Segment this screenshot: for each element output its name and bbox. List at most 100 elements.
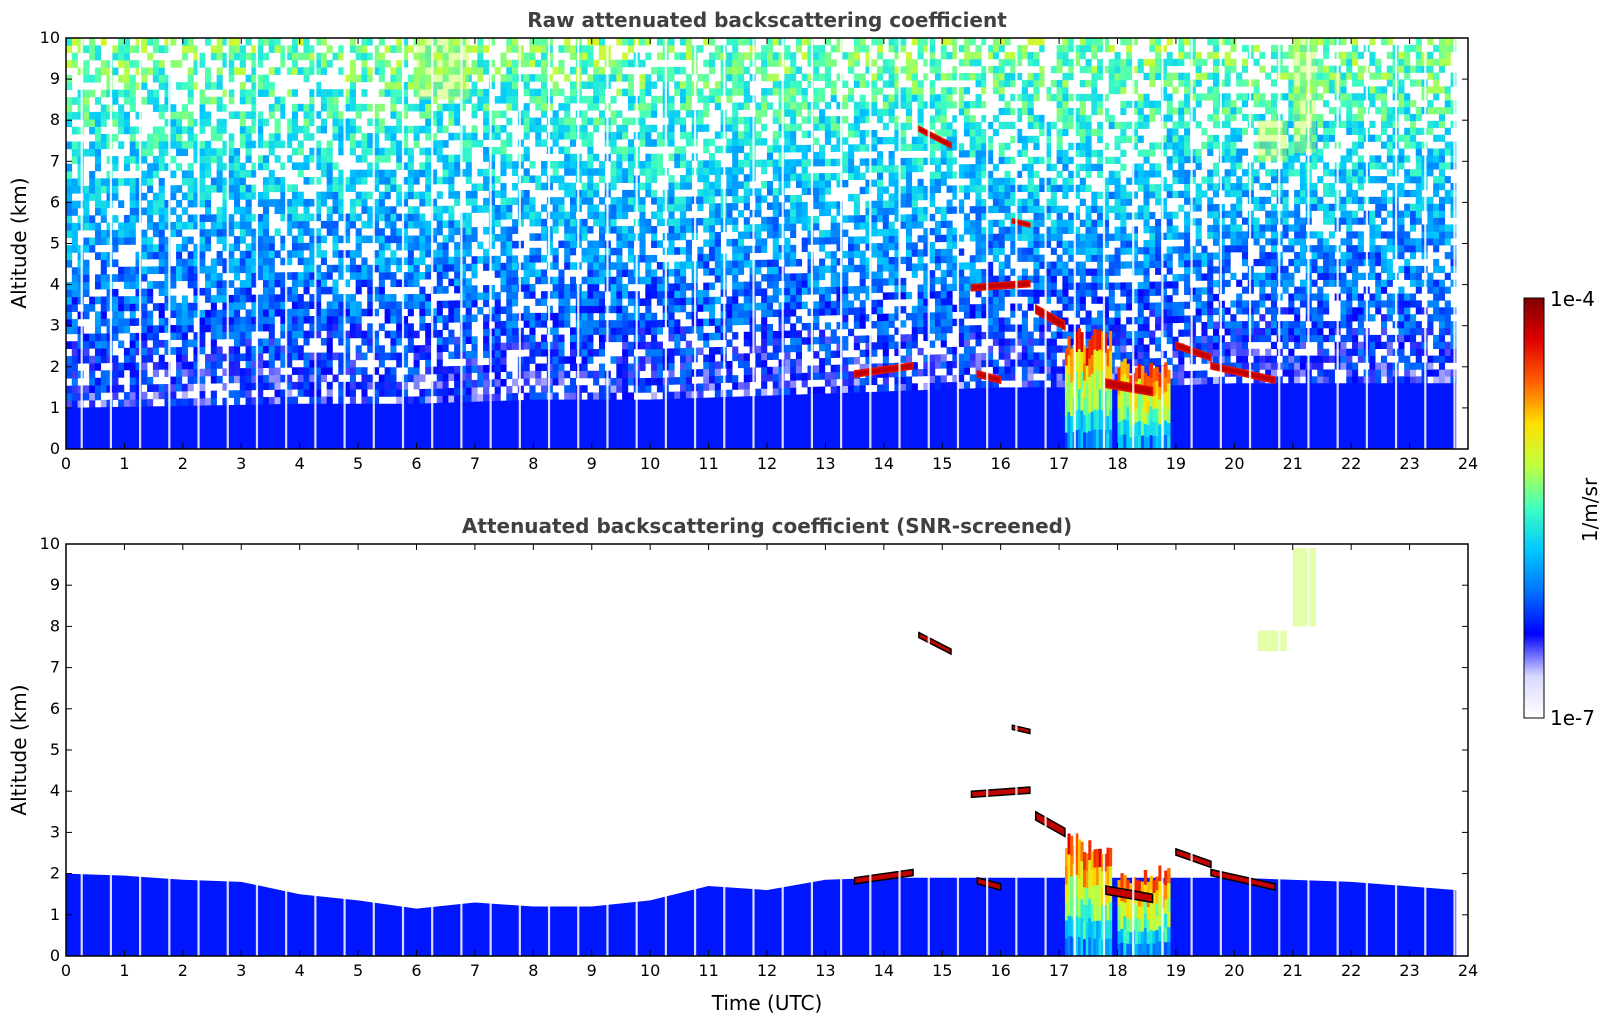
noise-cell bbox=[714, 131, 721, 139]
noise-cell bbox=[471, 256, 478, 264]
noise-cell bbox=[274, 206, 281, 215]
noise-cell bbox=[66, 45, 73, 54]
noise-cell bbox=[338, 213, 345, 222]
noise-cell bbox=[413, 52, 420, 61]
noise-cell bbox=[645, 103, 652, 111]
noise-cell bbox=[291, 59, 299, 68]
noise-cell bbox=[737, 382, 745, 390]
noise-cell bbox=[836, 272, 843, 280]
noise-cell bbox=[89, 215, 96, 224]
noise-cell bbox=[268, 177, 275, 185]
noise-cell bbox=[900, 143, 907, 152]
noise-cell bbox=[129, 377, 136, 385]
noise-cell bbox=[413, 235, 420, 244]
noise-cell bbox=[848, 194, 855, 202]
noise-cell bbox=[645, 132, 652, 140]
noise-cell bbox=[436, 359, 443, 367]
noise-cell bbox=[384, 133, 391, 141]
noise-cell bbox=[506, 255, 513, 264]
noise-cell bbox=[205, 170, 212, 178]
noise-cell bbox=[257, 375, 264, 383]
noise-cell bbox=[176, 302, 183, 311]
noise-cell bbox=[89, 178, 96, 187]
noise-cell bbox=[112, 156, 119, 164]
noise-cell bbox=[112, 288, 119, 297]
noise-cell bbox=[784, 109, 791, 117]
noise-cell bbox=[813, 223, 820, 231]
noise-cell bbox=[112, 318, 119, 327]
noise-cell bbox=[164, 369, 171, 377]
panel-title: Raw attenuated backscattering coefficien… bbox=[527, 8, 1007, 32]
noise-cell bbox=[587, 204, 594, 212]
noise-cell bbox=[830, 116, 837, 124]
noise-cell bbox=[598, 168, 606, 176]
noise-cell bbox=[129, 369, 136, 378]
noise-cell bbox=[268, 257, 275, 266]
noise-cell bbox=[784, 95, 791, 103]
noise-cell bbox=[419, 396, 426, 404]
noise-cell bbox=[737, 281, 745, 290]
noise-cell bbox=[651, 160, 658, 169]
noise-cell bbox=[564, 160, 571, 169]
noise-cell bbox=[900, 320, 907, 328]
noise-cell bbox=[367, 38, 374, 46]
noise-cell bbox=[488, 168, 495, 177]
noise-cell bbox=[361, 396, 368, 405]
noise-cell bbox=[205, 265, 212, 274]
noise-cell bbox=[210, 258, 217, 267]
noise-cell bbox=[651, 153, 658, 162]
noise-cell bbox=[732, 281, 739, 290]
noise-cell bbox=[743, 245, 750, 254]
noise-cell bbox=[500, 306, 507, 314]
noise-cell bbox=[685, 326, 692, 334]
noise-cell bbox=[616, 363, 623, 372]
noise-cell bbox=[651, 356, 658, 364]
noise-cell bbox=[483, 183, 490, 191]
noise-cell bbox=[257, 272, 264, 281]
noise-cell bbox=[158, 214, 165, 223]
noise-cell bbox=[772, 309, 779, 317]
noise-cell bbox=[436, 103, 443, 112]
noise-cell bbox=[152, 141, 159, 149]
noise-cell bbox=[83, 289, 90, 297]
noise-cell bbox=[668, 45, 675, 53]
noise-cell bbox=[158, 325, 165, 333]
noise-cell bbox=[917, 326, 924, 335]
noise-cell bbox=[378, 213, 385, 222]
noise-cell bbox=[726, 361, 733, 369]
noise-cell bbox=[147, 89, 154, 98]
noise-cell bbox=[905, 52, 913, 60]
noise-cell bbox=[216, 287, 223, 296]
noise-cell bbox=[251, 375, 258, 383]
noise-cell bbox=[118, 237, 125, 245]
noise-cell bbox=[355, 308, 362, 317]
noise-cell bbox=[326, 96, 333, 105]
noise-cell bbox=[268, 147, 275, 156]
noise-cell bbox=[66, 341, 73, 349]
noise-cell bbox=[315, 235, 322, 244]
noise-cell bbox=[425, 111, 432, 119]
noise-cell bbox=[888, 278, 895, 286]
noise-cell bbox=[598, 327, 606, 335]
noise-cell bbox=[743, 389, 750, 397]
noise-cell bbox=[419, 235, 426, 244]
noise-cell bbox=[709, 296, 716, 305]
noise-cell bbox=[361, 235, 368, 244]
noise-cell bbox=[425, 81, 432, 90]
noise-cell bbox=[622, 320, 629, 328]
noise-cell bbox=[772, 288, 779, 296]
noise-cell bbox=[436, 191, 443, 199]
noise-cell bbox=[315, 206, 322, 214]
noise-cell bbox=[500, 52, 507, 61]
noise-cell bbox=[338, 206, 345, 214]
noise-cell bbox=[651, 189, 658, 198]
noise-cell bbox=[396, 125, 403, 134]
noise-cell bbox=[801, 237, 808, 245]
noise-cell bbox=[483, 132, 490, 141]
noise-cell bbox=[494, 364, 501, 373]
noise-cell bbox=[523, 168, 530, 176]
noise-cell bbox=[813, 287, 820, 295]
noise-cell bbox=[373, 257, 380, 266]
noise-cell bbox=[315, 213, 322, 222]
noise-cell bbox=[430, 118, 438, 126]
